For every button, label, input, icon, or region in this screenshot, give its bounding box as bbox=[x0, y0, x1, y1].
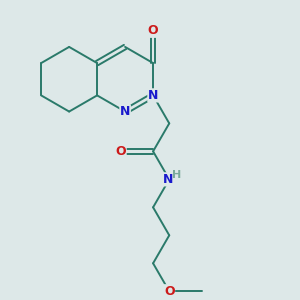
Text: N: N bbox=[120, 105, 130, 118]
Text: O: O bbox=[116, 145, 126, 158]
Text: N: N bbox=[163, 173, 173, 186]
Text: O: O bbox=[164, 285, 175, 298]
Text: O: O bbox=[148, 24, 158, 37]
Text: N: N bbox=[148, 89, 158, 102]
Text: H: H bbox=[172, 170, 181, 180]
